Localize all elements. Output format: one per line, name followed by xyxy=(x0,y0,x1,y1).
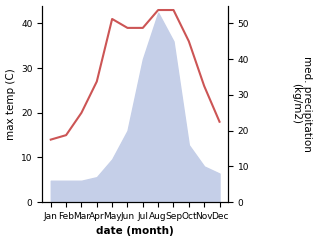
Y-axis label: max temp (C): max temp (C) xyxy=(5,68,16,140)
Y-axis label: med. precipitation
(kg/m2): med. precipitation (kg/m2) xyxy=(291,56,313,152)
X-axis label: date (month): date (month) xyxy=(96,227,174,236)
